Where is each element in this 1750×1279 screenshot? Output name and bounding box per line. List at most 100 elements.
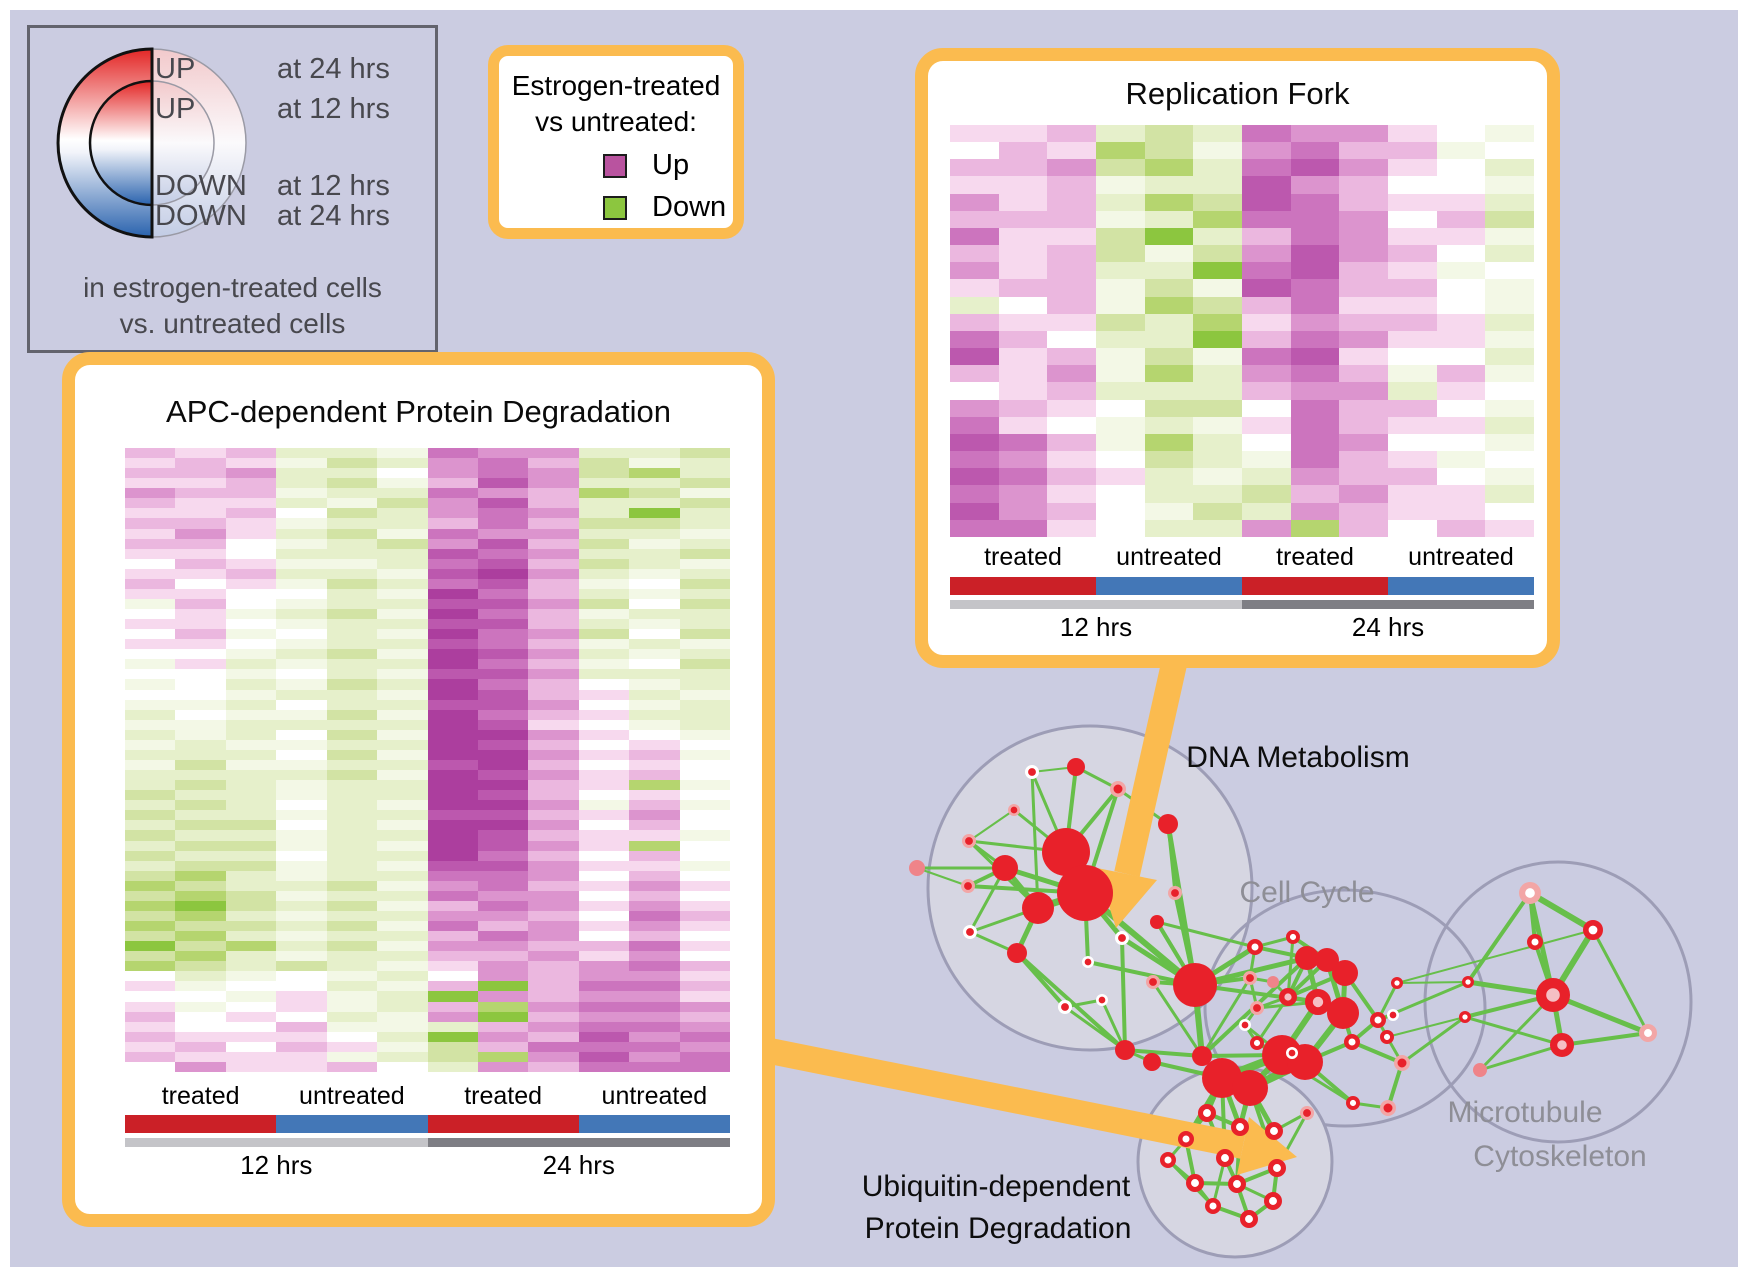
heatmap-cell <box>998 142 1048 160</box>
heatmap-cell <box>175 679 226 690</box>
heatmap-cell <box>1485 502 1534 520</box>
network-node <box>1143 1053 1161 1071</box>
heatmap-cell <box>326 478 378 489</box>
heatmap-cell <box>427 880 478 891</box>
heatmap-cell <box>377 1061 428 1072</box>
heatmap-cell <box>125 448 176 459</box>
heatmap-cell <box>125 961 176 972</box>
network-node <box>1110 781 1127 798</box>
heatmap-cell <box>629 921 680 932</box>
heatmap-cell <box>175 880 226 891</box>
condition-group-labels: treated untreated treated untreated <box>125 1082 730 1111</box>
heatmap-cell <box>578 669 630 680</box>
heatmap-cell <box>1193 365 1242 383</box>
heatmap-cell <box>1388 159 1437 177</box>
heatmap-cell <box>629 800 680 811</box>
heatmap-cell <box>477 498 529 509</box>
heatmap-cell <box>1388 330 1437 349</box>
heatmap-cell <box>679 1001 730 1012</box>
network-edge <box>1478 993 1555 1072</box>
heatmap-cell <box>477 981 529 992</box>
heatmap-cell <box>629 1031 680 1042</box>
network-node <box>1394 1055 1411 1072</box>
heatmap-cell <box>276 699 327 710</box>
untreated-bar <box>578 1115 730 1133</box>
heatmap-cell <box>225 649 277 660</box>
heatmap-cell <box>1144 365 1194 383</box>
heatmap-cell <box>125 830 176 841</box>
heatmap-cell <box>377 971 428 982</box>
heatmap-row <box>125 729 730 740</box>
heatmap-cell <box>950 159 999 177</box>
label-12hrs: 12 hrs <box>240 1150 313 1180</box>
heatmap-cell <box>276 508 327 519</box>
heatmap-row <box>950 519 1534 537</box>
heatmap-cell <box>679 749 730 760</box>
heatmap-cell <box>1485 262 1534 280</box>
heatmap-row <box>125 659 730 670</box>
heatmap-cell <box>276 649 327 660</box>
heatmap-row <box>950 313 1534 331</box>
heatmap-cell <box>225 910 277 922</box>
heatmap-cell <box>1436 399 1486 417</box>
heatmap-cell <box>1242 330 1291 349</box>
heatmap-cell <box>125 850 176 861</box>
heatmap-cell <box>225 991 277 1002</box>
heatmap-cell <box>528 1021 579 1032</box>
heatmap-cell <box>477 921 529 932</box>
heatmap-cell <box>276 739 327 750</box>
heatmap-cell <box>528 941 579 952</box>
heatmap-cell <box>1436 313 1486 331</box>
heatmap-cell <box>477 759 529 771</box>
heatmap-cell <box>1144 348 1194 366</box>
heatmap-cell <box>679 629 730 640</box>
direction-label: DOWN <box>155 200 247 232</box>
heatmap-cell <box>950 365 999 383</box>
cluster-ellipse-cell-cycle <box>1203 888 1487 1128</box>
heatmap-cell <box>1388 142 1437 160</box>
heatmap-cell <box>1339 125 1388 143</box>
heatmap-cell <box>528 729 579 740</box>
heatmap-cell <box>679 458 730 469</box>
heatmap-cell <box>427 790 478 801</box>
network-edge <box>1151 980 1204 1058</box>
heatmap-cell <box>1144 210 1194 228</box>
network-node <box>1459 1010 1472 1023</box>
heatmap-cell <box>1096 348 1145 366</box>
heatmap-cell <box>477 739 529 750</box>
heatmap-cell <box>326 639 378 650</box>
heatmap-cell <box>225 498 277 509</box>
heatmap-cell <box>477 860 529 871</box>
heatmap-cell <box>175 810 226 821</box>
heatmap-row <box>125 870 730 881</box>
heatmap-cell <box>477 729 529 740</box>
heatmap-cell <box>276 800 327 811</box>
heatmap-cell <box>175 770 226 781</box>
heatmap-cell <box>528 921 579 932</box>
heatmap-cell <box>528 810 579 821</box>
heatmap-cell <box>1096 485 1145 503</box>
heatmap-cell <box>377 518 428 529</box>
heatmap-cell <box>427 971 478 982</box>
network-node <box>1243 970 1258 985</box>
heatmap-cell <box>427 1041 478 1052</box>
heatmap-cell <box>578 548 630 559</box>
heatmap-cell <box>1339 433 1388 452</box>
heatmap-cell <box>326 588 378 599</box>
heatmap-cell <box>1290 485 1340 503</box>
heatmap-cell <box>1242 416 1291 434</box>
heatmap-cell <box>950 468 999 486</box>
heatmap-cell <box>477 1001 529 1012</box>
heatmap-cell <box>326 709 378 720</box>
heatmap-cell <box>427 598 478 610</box>
heatmap-cell <box>679 578 730 589</box>
network-edge <box>1560 1031 1650 1047</box>
network-node <box>1177 1130 1194 1147</box>
heatmap-cell <box>1242 193 1291 211</box>
heatmap-cell <box>1096 262 1145 280</box>
heatmap-cell <box>477 619 529 630</box>
heatmap-cell <box>326 619 378 630</box>
heatmap-cell <box>1242 451 1291 469</box>
heatmap-cell <box>377 941 428 952</box>
heatmap-cell <box>629 961 680 972</box>
